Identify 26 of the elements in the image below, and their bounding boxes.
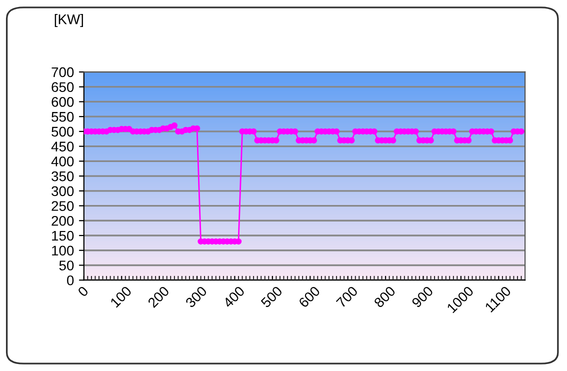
x-tick-label: 400 [222, 286, 246, 308]
y-axis-title: [KW] [54, 14, 83, 27]
x-tick-label: 800 [373, 286, 396, 308]
x-tick-label: 300 [184, 286, 208, 308]
y-tick-label: 550 [52, 112, 74, 122]
y-tick-label: 700 [52, 67, 74, 78]
y-tick-label: 250 [52, 201, 74, 211]
y-tick-label: 400 [51, 156, 74, 166]
y-tick-label: 650 [52, 82, 74, 92]
x-tick-label: 100 [110, 286, 132, 308]
x-tick-label: 500 [260, 286, 283, 308]
y-tick-label: 350 [52, 171, 74, 182]
x-tick-label: 900 [411, 286, 434, 308]
y-tick-label: 500 [52, 126, 74, 137]
x-tick-label: 600 [298, 286, 321, 308]
x-tick-label: 700 [336, 286, 358, 308]
x-tick-label: 200 [147, 286, 170, 308]
y-tick-label: 150 [52, 230, 74, 241]
x-tick-label: 0 [77, 286, 89, 298]
y-tick-label: 600 [52, 97, 74, 107]
y-tick-label: 100 [52, 246, 74, 256]
y-tick-label: 0 [67, 275, 74, 286]
y-tick-label: 200 [52, 216, 74, 226]
y-tick-label: 50 [59, 260, 74, 270]
y-tick-label: 450 [51, 142, 74, 152]
y-tick-label: 300 [52, 186, 74, 196]
